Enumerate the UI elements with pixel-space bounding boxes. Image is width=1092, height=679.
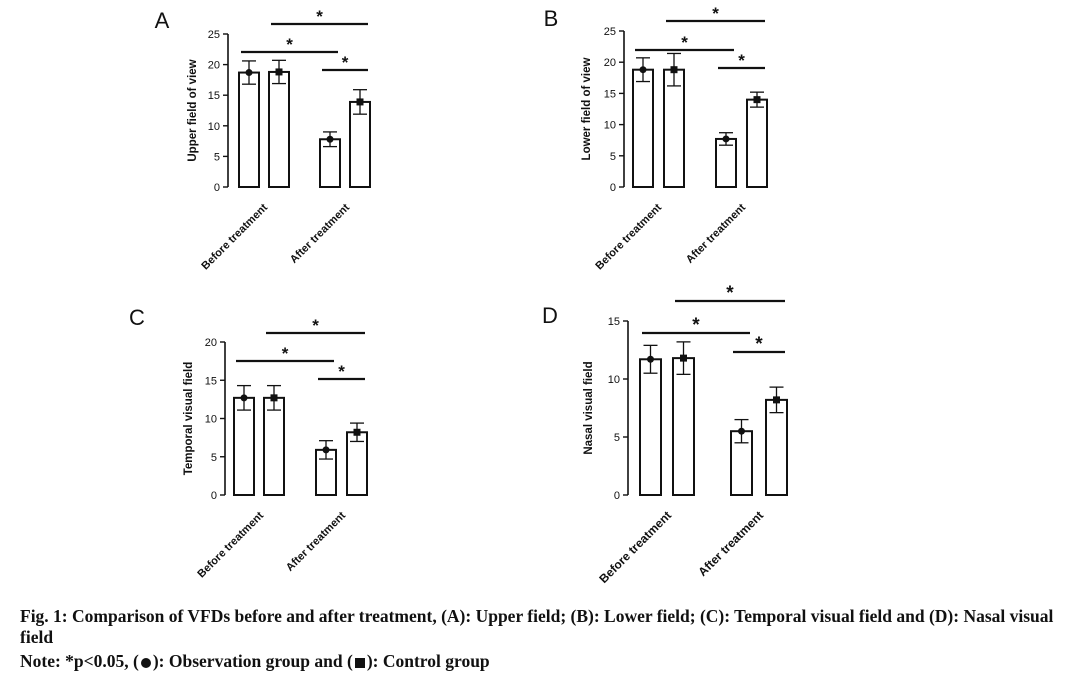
significance-star: * bbox=[692, 315, 700, 336]
y-tick-label: 0 bbox=[211, 490, 217, 502]
panel-letter: C bbox=[129, 305, 145, 330]
y-tick-label: 5 bbox=[211, 452, 217, 464]
significance-star: * bbox=[726, 283, 734, 304]
chart-panel-b: B 0 5 10 15 20 25 Lower field of view Before tre… bbox=[544, 4, 768, 272]
y-tick-label: 15 bbox=[608, 316, 620, 328]
data-point-square bbox=[753, 96, 761, 104]
bar bbox=[672, 357, 695, 496]
y-axis-label: Upper field of view bbox=[187, 59, 199, 161]
data-point-square bbox=[773, 396, 780, 404]
significance-star: * bbox=[681, 33, 688, 52]
data-point-square bbox=[670, 66, 678, 74]
y-tick-label: 10 bbox=[604, 120, 616, 132]
y-tick-label: 10 bbox=[608, 374, 620, 386]
x-category-label: Before treatment bbox=[195, 509, 266, 580]
significance-star: * bbox=[338, 362, 345, 381]
y-tick-label: 10 bbox=[208, 121, 220, 133]
x-category-label: After treatment bbox=[684, 201, 748, 265]
chart-panel-a: A 0 5 10 15 20 25 Upper field of view Before tre… bbox=[155, 7, 371, 272]
bar bbox=[663, 68, 685, 188]
bar bbox=[746, 98, 768, 188]
bar bbox=[268, 70, 290, 188]
panel-letter: A bbox=[155, 8, 170, 33]
significance-star: * bbox=[738, 51, 745, 70]
panel-letter: D bbox=[542, 303, 558, 328]
figure-panels: A 0 5 10 15 20 25 Upper field of view Before tre… bbox=[129, 4, 788, 586]
y-tick-label: 25 bbox=[208, 29, 220, 41]
data-point-circle bbox=[738, 427, 745, 435]
circle-marker-icon bbox=[140, 657, 151, 668]
bar bbox=[632, 68, 654, 188]
panel-letter: B bbox=[544, 6, 559, 31]
data-point-circle bbox=[647, 355, 654, 363]
y-tick-label: 0 bbox=[610, 182, 616, 194]
y-tick-label: 25 bbox=[604, 26, 616, 38]
bar bbox=[263, 396, 285, 496]
data-point-circle bbox=[240, 394, 248, 402]
significance-star: * bbox=[286, 35, 293, 54]
y-axis-label: Lower field of view bbox=[581, 58, 593, 161]
y-tick-label: 15 bbox=[208, 90, 220, 102]
chart-panel-d: D 0 5 10 15 Nasal visual field Before treatmen… bbox=[542, 283, 788, 586]
x-category-label: After treatment bbox=[284, 509, 348, 573]
bar bbox=[233, 396, 255, 496]
data-point-square bbox=[356, 98, 364, 106]
square-marker-icon bbox=[354, 657, 365, 668]
y-tick-label: 20 bbox=[208, 60, 220, 72]
significance-star: * bbox=[755, 334, 763, 355]
bar bbox=[765, 398, 788, 497]
note-prefix: Note: *p<0.05, ( bbox=[20, 651, 139, 671]
y-tick-label: 20 bbox=[604, 57, 616, 69]
y-axis-label: Nasal visual field bbox=[583, 361, 595, 454]
note-mid: ): Observation group and ( bbox=[152, 651, 353, 671]
significance-star: * bbox=[316, 7, 323, 26]
note-end: ): Control group bbox=[366, 651, 490, 671]
figure-note: Note: *p<0.05, ( ): Observation group and… bbox=[20, 651, 1070, 672]
significance-star: * bbox=[312, 316, 319, 335]
y-tick-label: 15 bbox=[205, 375, 217, 387]
figure-caption: Fig. 1: Comparison of VFDs before and af… bbox=[20, 606, 1054, 647]
y-tick-label: 15 bbox=[604, 88, 616, 100]
data-point-circle bbox=[326, 135, 334, 143]
significance-star: * bbox=[342, 53, 349, 72]
data-point-circle bbox=[322, 446, 330, 454]
bar bbox=[639, 358, 662, 496]
data-point-circle bbox=[639, 66, 647, 74]
x-category-label: After treatment bbox=[288, 201, 352, 265]
y-axis-label: Temporal visual field bbox=[183, 362, 195, 476]
significance-star: * bbox=[282, 344, 289, 363]
x-category-label: Before treatment bbox=[593, 201, 664, 272]
x-category-label: Before treatment bbox=[596, 508, 674, 586]
significance-star: * bbox=[712, 4, 719, 23]
y-tick-label: 20 bbox=[205, 337, 217, 349]
y-tick-label: 0 bbox=[214, 182, 220, 194]
data-point-square bbox=[353, 428, 361, 436]
data-point-square bbox=[680, 354, 687, 362]
y-tick-label: 5 bbox=[214, 151, 220, 163]
data-point-square bbox=[275, 68, 283, 76]
data-point-circle bbox=[245, 69, 253, 77]
bar bbox=[715, 137, 737, 188]
y-tick-label: 10 bbox=[205, 414, 217, 426]
bar bbox=[238, 71, 260, 188]
y-tick-label: 5 bbox=[614, 432, 620, 444]
y-tick-label: 0 bbox=[614, 490, 620, 502]
data-point-circle bbox=[722, 135, 730, 143]
x-category-label: After treatment bbox=[695, 508, 766, 579]
x-category-label: Before treatment bbox=[199, 201, 270, 272]
chart-panel-c: C 0 5 10 15 20 Temporal visual field Before tre… bbox=[129, 305, 368, 580]
y-tick-label: 5 bbox=[610, 151, 616, 163]
data-point-square bbox=[270, 394, 278, 402]
